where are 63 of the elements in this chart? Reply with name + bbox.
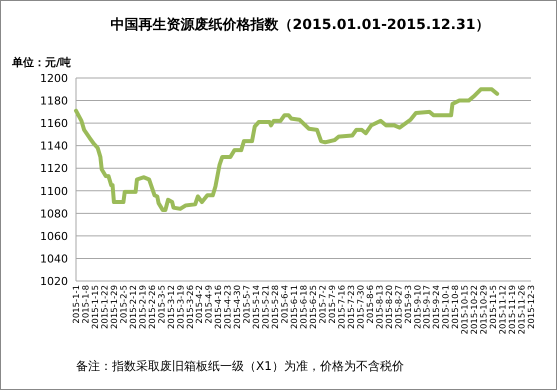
x-tick-label: 2015-8-13 (375, 285, 386, 329)
x-tick-label: 2015-7-30 (356, 285, 366, 329)
x-tick-label: 2015-11-5 (489, 285, 500, 329)
y-axis-title: 单位：元/吨 (11, 56, 72, 69)
x-tick-label: 2015-1-1 (72, 285, 82, 324)
x-tick-label: 2015-1-22 (100, 285, 110, 329)
x-tick-label: 2015-6-25 (308, 285, 319, 329)
y-tick-label: 1120 (40, 162, 68, 176)
x-tick-label: 2015-4-23 (224, 285, 234, 329)
x-tick-label: 2015-5-21 (262, 285, 272, 329)
x-tick-label: 2015-9-24 (432, 285, 442, 329)
x-tick-label: 2015-12-3 (527, 285, 537, 329)
y-tick-label: 1020 (40, 275, 68, 288)
x-tick-label: 2015-6-18 (300, 285, 310, 329)
x-tick-label: 2015-10-1 (442, 285, 452, 329)
x-tick-label: 2015-10-15 (460, 285, 471, 334)
x-tick-label: 2015-8-27 (394, 285, 404, 329)
x-tick-label: 2015-2-26 (148, 285, 158, 329)
x-tick-label: 2015-6-4 (280, 285, 291, 324)
y-tick-label: 1060 (40, 230, 68, 243)
x-tick-label: 2015-11-12 (498, 285, 509, 334)
x-tick-label: 2015-2-12 (128, 285, 139, 329)
x-tick-label: 2015-10-29 (480, 285, 490, 334)
chart-title: 中国再生资源废纸价格指数（2015.01.01-2015.12.31） (110, 16, 490, 33)
x-tick-label: 2015-7-9 (328, 285, 338, 324)
x-tick-label: 2015-11-19 (508, 285, 518, 334)
y-tick-label: 1160 (40, 117, 68, 130)
x-tick-label: 2015-3-5 (157, 285, 168, 324)
x-tick-label: 2015-4-16 (214, 285, 224, 329)
x-tick-label: 2015-7-23 (346, 285, 357, 329)
x-tick-label: 2015-5-7 (242, 285, 253, 324)
x-tick-label: 2015-4-9 (204, 285, 215, 324)
x-tick-label: 2015-11-26 (518, 285, 528, 334)
x-tick-label: 2015-5-28 (271, 285, 282, 329)
x-tick-label: 2015-7-16 (337, 285, 348, 329)
x-tick-label: 2015-8-20 (384, 285, 395, 329)
y-tick-label: 1040 (40, 252, 68, 266)
y-tick-label: 1140 (40, 140, 68, 153)
x-tick-label: 2015-3-26 (186, 285, 196, 329)
x-tick-label: 2015-10-22 (470, 285, 480, 334)
y-tick-label: 1200 (40, 72, 68, 85)
x-tick-label: 2015-10-8 (451, 285, 462, 329)
x-tick-label: 2015-9-17 (422, 285, 433, 329)
x-tick-label: 2015-3-12 (166, 285, 177, 329)
x-tick-label: 2015-4-2 (195, 285, 206, 324)
y-tick-label: 1080 (40, 207, 68, 220)
x-tick-label: 2015-1-29 (110, 285, 120, 329)
line-series (74, 87, 500, 212)
y-tick-label: 1100 (40, 184, 68, 198)
x-tick-label: 2015-1-8 (81, 285, 92, 324)
x-tick-label: 2015-4-30 (233, 285, 244, 329)
x-tick-label: 2015-5-14 (252, 285, 262, 329)
x-tick-label: 2015-9-10 (413, 285, 424, 329)
x-tick-label: 2015-8-6 (366, 285, 376, 324)
x-tick-label: 2015-9-3 (404, 285, 414, 324)
x-tick-label: 2015-2-19 (138, 285, 148, 329)
x-tick-label: 2015-3-19 (176, 285, 186, 329)
x-tick-label: 2015-2-5 (119, 285, 130, 324)
x-tick-label: 2015-6-11 (290, 285, 300, 329)
x-tick-label: 2015-7-2 (318, 285, 328, 324)
y-tick-label: 1180 (40, 94, 68, 108)
x-tick-label: 2015-1-15 (90, 285, 101, 329)
text: 备注：指数采取废旧箱板纸一级（X1）为准，价格为不含税价 (76, 359, 404, 373)
